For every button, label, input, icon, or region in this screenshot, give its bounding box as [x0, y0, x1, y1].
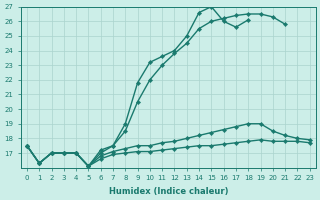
X-axis label: Humidex (Indice chaleur): Humidex (Indice chaleur)	[108, 187, 228, 196]
